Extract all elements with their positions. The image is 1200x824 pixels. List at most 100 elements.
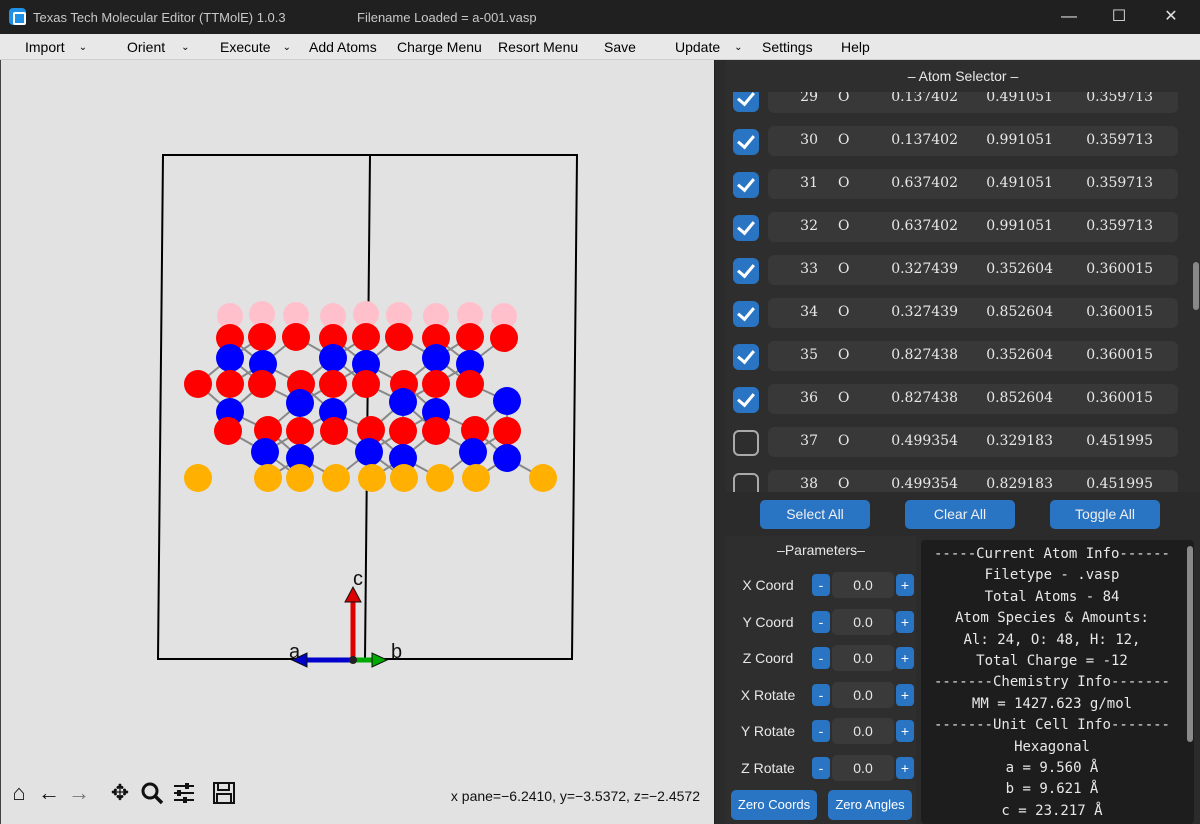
- aluminum-atom[interactable]: [389, 444, 417, 472]
- atom-checkbox[interactable]: [733, 215, 759, 241]
- hydrogen-atom[interactable]: [423, 303, 449, 329]
- atom-checkbox[interactable]: [733, 387, 759, 413]
- menu-add-atoms[interactable]: Add Atoms: [309, 39, 377, 55]
- hydrogen-atom[interactable]: [320, 303, 346, 329]
- oxygen-atom[interactable]: [352, 323, 380, 351]
- aluminum-atom[interactable]: [286, 444, 314, 472]
- oxygen-atom[interactable]: [461, 416, 489, 444]
- oxygen-atom[interactable]: [282, 323, 310, 351]
- hydrogen-atom[interactable]: [283, 302, 309, 328]
- menu-update[interactable]: Update ⌄: [675, 39, 743, 55]
- aluminum-atom[interactable]: [355, 438, 383, 466]
- decrement-button[interactable]: -: [812, 574, 830, 596]
- menu-settings[interactable]: Settings: [762, 39, 813, 55]
- molecule-canvas[interactable]: c a b: [1, 60, 715, 824]
- minimize-button[interactable]: —: [1061, 8, 1077, 25]
- bottom-layer-atom[interactable]: [286, 464, 314, 492]
- atom-checkbox[interactable]: [733, 129, 759, 155]
- increment-button[interactable]: +: [896, 720, 914, 742]
- atom-selector-list[interactable]: 29 O 0.137402 0.491051 0.359713 30 O 0.137402 0.…: [726, 92, 1200, 492]
- oxygen-atom[interactable]: [216, 324, 244, 352]
- decrement-button[interactable]: -: [812, 610, 830, 633]
- atom-row[interactable]: 33 O 0.327439 0.352604 0.360015: [726, 250, 1200, 293]
- hydrogen-atom[interactable]: [457, 302, 483, 328]
- oxygen-atom[interactable]: [385, 323, 413, 351]
- oxygen-atom[interactable]: [422, 324, 450, 352]
- bottom-layer-atom[interactable]: [322, 464, 350, 492]
- zero-angles-button[interactable]: Zero Angles: [828, 790, 912, 820]
- zoom-icon[interactable]: [138, 778, 166, 808]
- atom-row[interactable]: 36 O 0.827438 0.852604 0.360015: [726, 379, 1200, 422]
- atom-row[interactable]: 38 O 0.499354 0.829183 0.451995: [726, 465, 1200, 492]
- increment-button[interactable]: +: [896, 756, 914, 779]
- atom-row[interactable]: 29 O 0.137402 0.491051 0.359713: [726, 92, 1200, 121]
- configure-icon[interactable]: [170, 778, 198, 808]
- menu-charge[interactable]: Charge Menu: [397, 39, 482, 55]
- zero-coords-button[interactable]: Zero Coords: [731, 790, 817, 820]
- atom-checkbox[interactable]: [733, 473, 759, 492]
- menu-import[interactable]: Import ⌄: [25, 39, 87, 55]
- increment-button[interactable]: +: [896, 647, 914, 669]
- close-button[interactable]: ✕: [1164, 8, 1178, 25]
- decrement-button[interactable]: -: [812, 683, 830, 706]
- atom-row[interactable]: 34 O 0.327439 0.852604 0.360015: [726, 293, 1200, 336]
- hydrogen-atom[interactable]: [249, 301, 275, 327]
- increment-button[interactable]: +: [896, 574, 914, 596]
- decrement-button[interactable]: -: [812, 647, 830, 669]
- oxygen-atom[interactable]: [214, 417, 242, 445]
- forward-arrow-icon[interactable]: →: [68, 780, 90, 805]
- menu-orient[interactable]: Orient ⌄: [127, 39, 190, 55]
- atom-checkbox[interactable]: [733, 172, 759, 198]
- oxygen-atom[interactable]: [493, 417, 521, 445]
- decrement-button[interactable]: -: [812, 756, 830, 779]
- oxygen-atom[interactable]: [422, 370, 450, 398]
- menu-resort[interactable]: Resort Menu: [498, 39, 579, 55]
- aluminum-atom[interactable]: [249, 350, 277, 378]
- pan-icon[interactable]: ✥: [110, 780, 130, 805]
- atom-checkbox[interactable]: [733, 344, 759, 370]
- oxygen-atom[interactable]: [422, 417, 450, 445]
- back-arrow-icon[interactable]: ←: [38, 780, 60, 805]
- oxygen-atom[interactable]: [184, 370, 212, 398]
- info-scrollbar[interactable]: [1187, 546, 1193, 742]
- aluminum-atom[interactable]: [493, 444, 521, 472]
- atom-checkbox[interactable]: [733, 258, 759, 284]
- hydrogen-atom[interactable]: [353, 301, 379, 327]
- parameter-value-input[interactable]: 0.0: [832, 645, 894, 671]
- atom-checkbox[interactable]: [733, 92, 759, 112]
- aluminum-atom[interactable]: [459, 438, 487, 466]
- oxygen-atom[interactable]: [248, 370, 276, 398]
- atom-checkbox[interactable]: [733, 301, 759, 327]
- aluminum-atom[interactable]: [493, 387, 521, 415]
- oxygen-atom[interactable]: [319, 370, 347, 398]
- aluminum-atom[interactable]: [216, 344, 244, 372]
- atom-row[interactable]: 31 O 0.637402 0.491051 0.359713: [726, 164, 1200, 207]
- atoms-group[interactable]: [184, 301, 557, 492]
- atom-row[interactable]: 30 O 0.137402 0.991051 0.359713: [726, 121, 1200, 164]
- bottom-layer-atom[interactable]: [390, 464, 418, 492]
- clear-all-button[interactable]: Clear All: [905, 500, 1015, 529]
- oxygen-atom[interactable]: [320, 417, 348, 445]
- parameter-value-input[interactable]: 0.0: [832, 754, 894, 781]
- parameter-value-input[interactable]: 0.0: [832, 608, 894, 635]
- oxygen-atom[interactable]: [286, 417, 314, 445]
- aluminum-atom[interactable]: [251, 438, 279, 466]
- atom-row[interactable]: 35 O 0.827438 0.352604 0.360015: [726, 336, 1200, 379]
- molecule-viewer[interactable]: c a b ⌂ ← → ✥ x pane=−6.2410, y=−3.5372,…: [0, 60, 714, 824]
- aluminum-atom[interactable]: [422, 344, 450, 372]
- increment-button[interactable]: +: [896, 683, 914, 706]
- bottom-layer-atom[interactable]: [529, 464, 557, 492]
- oxygen-atom[interactable]: [248, 323, 276, 351]
- aluminum-atom[interactable]: [286, 389, 314, 417]
- menu-help[interactable]: Help: [841, 39, 870, 55]
- parameter-value-input[interactable]: 0.0: [832, 718, 894, 744]
- oxygen-atom[interactable]: [254, 416, 282, 444]
- aluminum-atom[interactable]: [319, 344, 347, 372]
- decrement-button[interactable]: -: [812, 720, 830, 742]
- bottom-layer-atom[interactable]: [462, 464, 490, 492]
- menu-save[interactable]: Save: [604, 39, 636, 55]
- hydrogen-atom[interactable]: [217, 303, 243, 329]
- oxygen-atom[interactable]: [490, 324, 518, 352]
- aluminum-atom[interactable]: [389, 388, 417, 416]
- oxygen-atom[interactable]: [456, 370, 484, 398]
